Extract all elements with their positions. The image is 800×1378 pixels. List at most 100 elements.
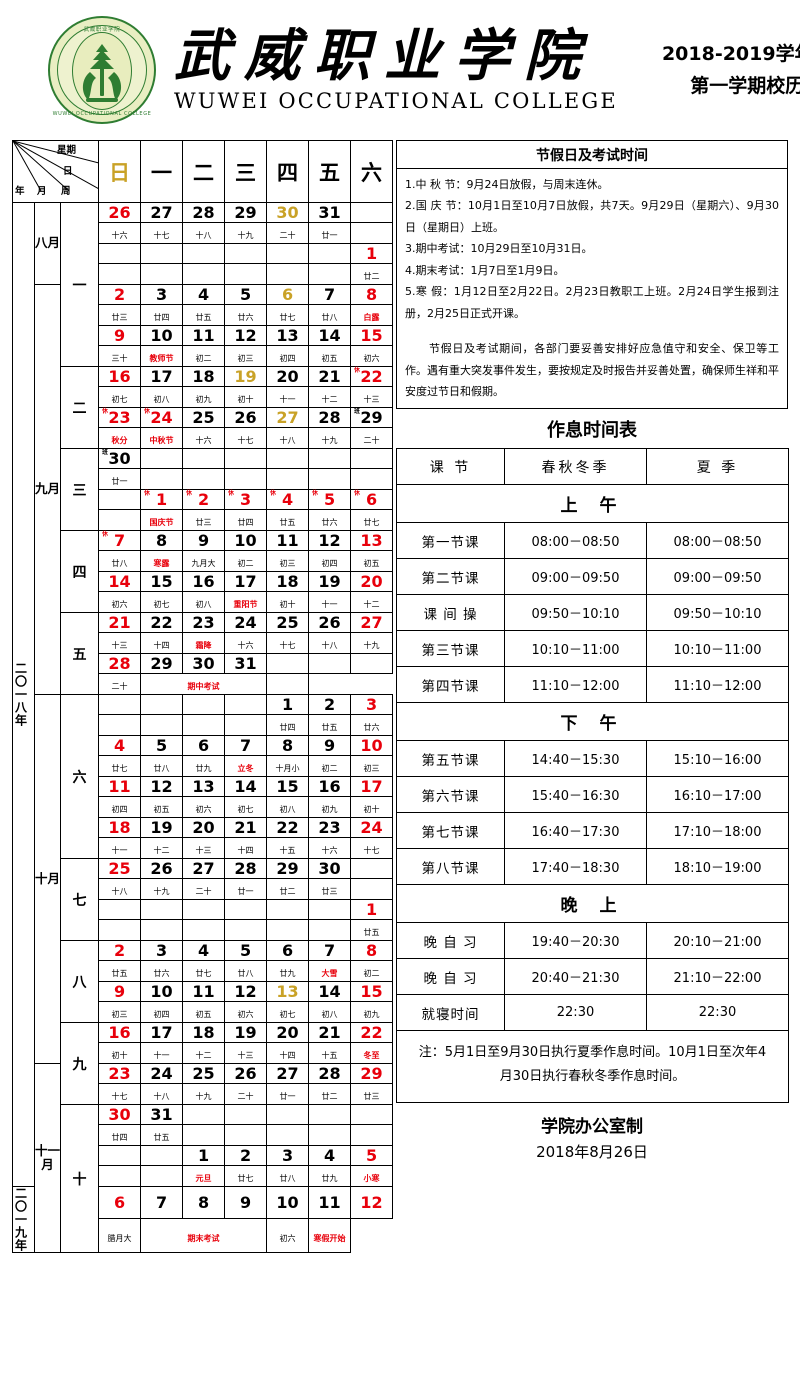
calendar-day-cell[interactable]: 7 <box>308 940 352 961</box>
calendar-day-cell[interactable]: 23 <box>182 612 226 633</box>
calendar-day-cell[interactable]: 6 <box>266 284 310 305</box>
calendar-day-cell[interactable] <box>140 243 184 264</box>
calendar-day-cell[interactable]: 13 <box>350 530 394 551</box>
calendar-day-cell[interactable]: 12 <box>308 530 352 551</box>
calendar-day-cell[interactable]: 9 <box>98 325 142 346</box>
calendar-day-cell[interactable]: 16 <box>308 776 352 797</box>
calendar-day-cell[interactable]: 11 <box>182 325 226 346</box>
calendar-day-cell[interactable]: 17 <box>224 571 268 592</box>
calendar-day-cell[interactable]: 5 <box>224 940 268 961</box>
calendar-day-cell[interactable]: 22 <box>266 817 310 838</box>
calendar-day-cell[interactable]: 19 <box>224 1022 268 1043</box>
calendar-day-cell[interactable]: 28 <box>224 858 268 879</box>
calendar-day-cell[interactable] <box>308 448 352 469</box>
calendar-day-cell[interactable]: 6 <box>266 940 310 961</box>
calendar-day-cell[interactable]: 18 <box>266 571 310 592</box>
calendar-day-cell[interactable]: 5 <box>140 735 184 756</box>
calendar-day-cell[interactable] <box>308 243 352 264</box>
calendar-day-cell[interactable]: 29 <box>266 858 310 879</box>
calendar-day-cell[interactable]: 29 <box>350 1063 394 1084</box>
calendar-day-cell[interactable]: 13 <box>266 981 310 1002</box>
calendar-day-cell[interactable]: 3 <box>140 284 184 305</box>
calendar-day-cell[interactable]: 10 <box>224 530 268 551</box>
calendar-day-cell[interactable] <box>182 1104 226 1125</box>
calendar-day-cell[interactable]: 15 <box>350 325 394 346</box>
calendar-day-cell[interactable]: 8 <box>266 735 310 756</box>
calendar-day-cell[interactable]: 31 <box>224 653 268 674</box>
calendar-day-cell[interactable]: 31 <box>308 202 352 223</box>
calendar-day-cell[interactable]: 7 <box>224 735 268 756</box>
calendar-day-cell[interactable]: 14 <box>308 325 352 346</box>
calendar-day-cell[interactable]: 26 <box>224 1063 268 1084</box>
calendar-day-cell[interactable] <box>98 489 142 510</box>
calendar-day-cell[interactable] <box>140 448 184 469</box>
calendar-day-cell[interactable] <box>224 243 268 264</box>
calendar-day-cell[interactable] <box>182 243 226 264</box>
calendar-day-cell[interactable]: 24 <box>224 612 268 633</box>
calendar-day-cell[interactable]: 26 <box>308 612 352 633</box>
calendar-day-cell[interactable]: 8 <box>182 1185 226 1220</box>
calendar-day-cell[interactable]: 14 <box>224 776 268 797</box>
calendar-day-cell[interactable] <box>224 899 268 920</box>
calendar-day-cell[interactable]: 17 <box>140 366 184 387</box>
calendar-day-cell[interactable]: 3 <box>266 1145 310 1166</box>
calendar-day-cell[interactable]: 28 <box>98 653 142 674</box>
calendar-day-cell[interactable]: 11 <box>98 776 142 797</box>
calendar-day-cell[interactable]: 10 <box>266 1185 310 1220</box>
calendar-day-cell[interactable] <box>350 858 394 879</box>
calendar-day-cell[interactable]: 休 24 <box>140 407 184 428</box>
calendar-day-cell[interactable]: 11 <box>182 981 226 1002</box>
calendar-day-cell[interactable]: 16 <box>98 366 142 387</box>
calendar-day-cell[interactable]: 2 <box>98 284 142 305</box>
calendar-day-cell[interactable] <box>266 1104 310 1125</box>
calendar-day-cell[interactable]: 8 <box>140 530 184 551</box>
calendar-day-cell[interactable]: 19 <box>308 571 352 592</box>
calendar-day-cell[interactable]: 18 <box>182 1022 226 1043</box>
calendar-day-cell[interactable] <box>308 653 352 674</box>
calendar-day-cell[interactable]: 25 <box>98 858 142 879</box>
calendar-day-cell[interactable]: 27 <box>266 407 310 428</box>
calendar-day-cell[interactable]: 20 <box>266 366 310 387</box>
calendar-day-cell[interactable] <box>224 1104 268 1125</box>
calendar-day-cell[interactable] <box>98 899 142 920</box>
calendar-day-cell[interactable]: 8 <box>350 940 394 961</box>
calendar-day-cell[interactable]: 19 <box>140 817 184 838</box>
calendar-day-cell[interactable]: 12 <box>224 325 268 346</box>
calendar-day-cell[interactable]: 21 <box>98 612 142 633</box>
calendar-day-cell[interactable]: 12 <box>350 1185 394 1220</box>
calendar-day-cell[interactable]: 6 <box>98 1185 142 1220</box>
calendar-day-cell[interactable]: 26 <box>98 202 142 223</box>
calendar-day-cell[interactable]: 27 <box>182 858 226 879</box>
calendar-day-cell[interactable] <box>224 694 268 715</box>
calendar-day-cell[interactable]: 28 <box>308 1063 352 1084</box>
calendar-day-cell[interactable]: 1 <box>182 1145 226 1166</box>
calendar-day-cell[interactable]: 9 <box>224 1185 268 1220</box>
calendar-day-cell[interactable] <box>266 899 310 920</box>
calendar-day-cell[interactable]: 5 <box>224 284 268 305</box>
calendar-day-cell[interactable]: 20 <box>266 1022 310 1043</box>
calendar-day-cell[interactable] <box>140 694 184 715</box>
calendar-day-cell[interactable]: 28 <box>308 407 352 428</box>
calendar-day-cell[interactable]: 27 <box>266 1063 310 1084</box>
calendar-day-cell[interactable]: 1 <box>266 694 310 715</box>
calendar-day-cell[interactable]: 7 <box>308 284 352 305</box>
calendar-day-cell[interactable] <box>140 1145 184 1166</box>
calendar-day-cell[interactable]: 20 <box>350 571 394 592</box>
calendar-day-cell[interactable]: 9 <box>98 981 142 1002</box>
calendar-day-cell[interactable]: 28 <box>182 202 226 223</box>
calendar-day-cell[interactable]: 13 <box>182 776 226 797</box>
calendar-day-cell[interactable]: 班 29 <box>350 407 394 428</box>
calendar-day-cell[interactable] <box>308 899 352 920</box>
calendar-day-cell[interactable]: 3 <box>350 694 394 715</box>
calendar-day-cell[interactable]: 1 <box>350 243 394 264</box>
calendar-day-cell[interactable]: 10 <box>350 735 394 756</box>
calendar-day-cell[interactable]: 14 <box>308 981 352 1002</box>
calendar-day-cell[interactable] <box>140 899 184 920</box>
calendar-day-cell[interactable]: 14 <box>98 571 142 592</box>
calendar-day-cell[interactable]: 26 <box>140 858 184 879</box>
calendar-day-cell[interactable]: 休 22 <box>350 366 394 387</box>
